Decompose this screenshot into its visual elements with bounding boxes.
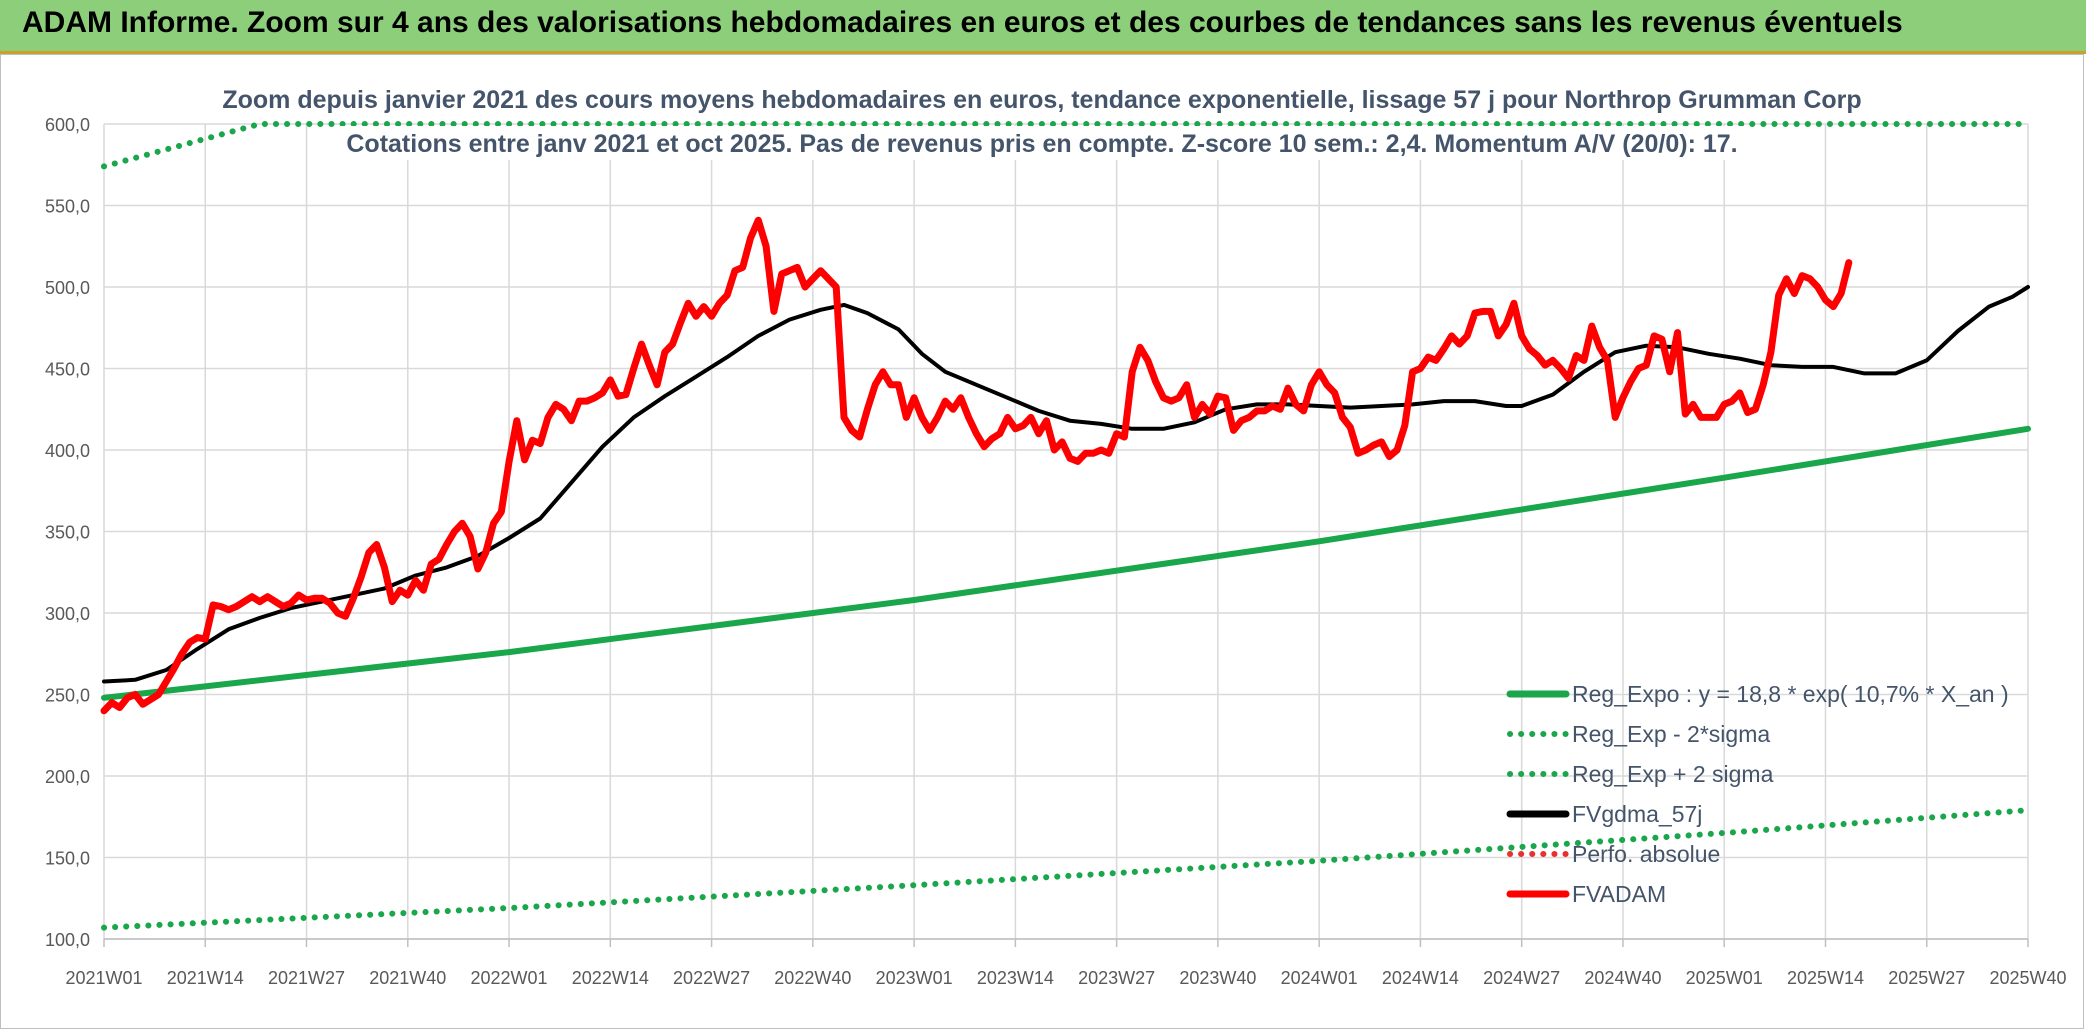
chart-title: Zoom depuis janvier 2021 des cours moyen…: [222, 86, 1861, 114]
y-tick-label: 500,0: [45, 278, 90, 298]
x-tick-label: 2025W40: [1989, 968, 2066, 988]
x-tick-label: 2024W27: [1483, 968, 1560, 988]
x-tick-label: 2021W01: [65, 968, 142, 988]
x-tick-label: 2022W01: [471, 968, 548, 988]
x-tick-label: 2021W27: [268, 968, 345, 988]
x-tick-label: 2023W27: [1078, 968, 1155, 988]
series-line: [101, 121, 2031, 170]
x-tick-label: 2024W40: [1584, 968, 1661, 988]
series-line: [100, 216, 1853, 715]
chart-frame: [0, 54, 2084, 1029]
legend-label: Reg_Expo : y = 18,8 * exp( 10,7% * X_an …: [1572, 681, 2009, 707]
x-tick-label: 2025W01: [1686, 968, 1763, 988]
x-tick-label: 2025W27: [1888, 968, 1965, 988]
x-tick-label: 2024W01: [1281, 968, 1358, 988]
x-tick-label: 2021W14: [167, 968, 244, 988]
x-tick-label: 2024W14: [1382, 968, 1459, 988]
y-tick-label: 450,0: [45, 360, 90, 380]
y-tick-label: 250,0: [45, 686, 90, 706]
x-tick-label: 2023W01: [876, 968, 953, 988]
y-tick-label: 150,0: [45, 849, 90, 869]
legend-label: Reg_Exp + 2 sigma: [1572, 761, 1774, 787]
x-tick-label: 2022W40: [774, 968, 851, 988]
series-line: [101, 425, 2031, 701]
x-tick-label: 2022W27: [673, 968, 750, 988]
x-tick-label: 2025W14: [1787, 968, 1864, 988]
series-line: [101, 807, 2031, 931]
x-tick-label: 2023W40: [1179, 968, 1256, 988]
legend-label: FVADAM: [1572, 881, 1666, 907]
chart-title-background: [214, 82, 1870, 116]
y-tick-label: 350,0: [45, 523, 90, 543]
legend-label: Perfo. absolue: [1572, 841, 1720, 867]
legend-label: Reg_Exp - 2*sigma: [1572, 721, 1770, 747]
report-title: ADAM Informe. Zoom sur 4 ans des valoris…: [22, 6, 1903, 39]
y-tick-label: 550,0: [45, 197, 90, 217]
x-tick-label: 2021W40: [369, 968, 446, 988]
header-banner: ADAM Informe. Zoom sur 4 ans des valoris…: [0, 0, 2086, 54]
series-line: [102, 285, 2030, 684]
x-tick-label: 2022W14: [572, 968, 649, 988]
y-tick-label: 100,0: [45, 930, 90, 950]
chart-subtitle-background: [338, 126, 1746, 160]
y-tick-label: 600,0: [45, 115, 90, 135]
y-tick-label: 300,0: [45, 604, 90, 624]
x-tick-label: 2023W14: [977, 968, 1054, 988]
y-tick-label: 200,0: [45, 767, 90, 787]
legend-label: FVgdma_57j: [1572, 801, 1702, 827]
y-tick-label: 400,0: [45, 441, 90, 461]
chart-subtitle: Cotations entre janv 2021 et oct 2025. P…: [346, 130, 1737, 158]
